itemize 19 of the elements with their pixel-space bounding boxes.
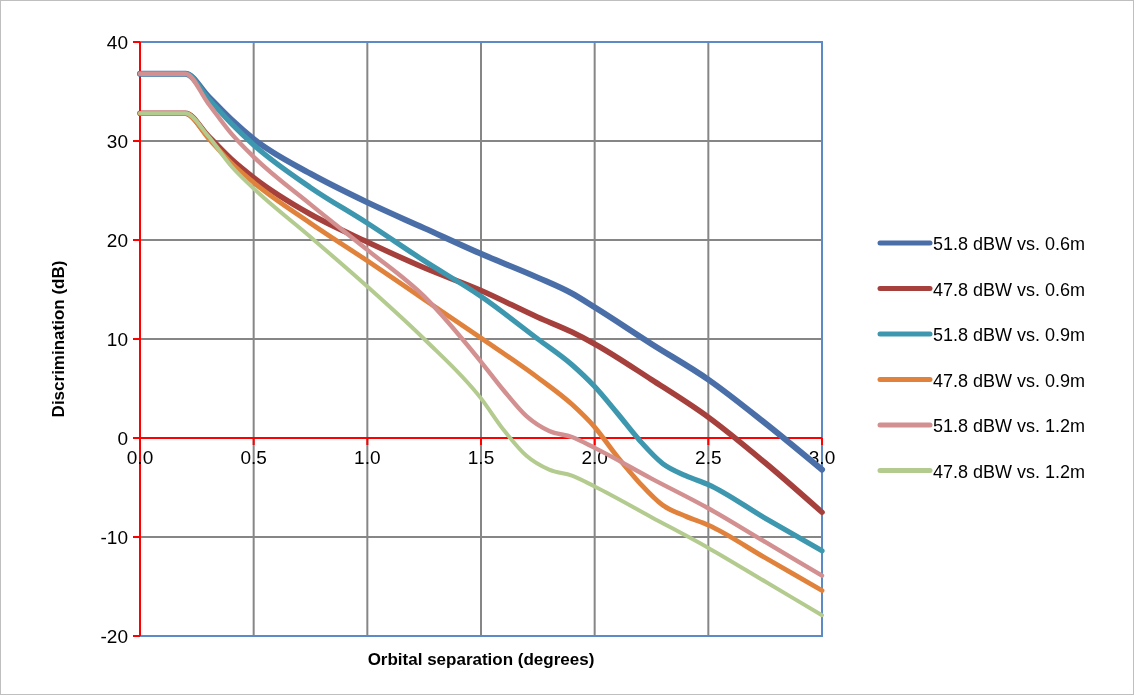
x-tick-label: 1.5	[467, 447, 495, 468]
x-tick-label: 0.5	[240, 447, 267, 468]
legend-label: 51.8 dBW vs. 0.9m	[933, 325, 1086, 345]
y-tick-label: 10	[106, 329, 128, 350]
x-tick-label: 1.0	[354, 447, 381, 468]
y-tick-label: 0	[117, 428, 128, 449]
y-tick-label: -10	[100, 527, 128, 548]
legend-label: 51.8 dBW vs. 0.6m	[933, 234, 1086, 254]
legend-label: 47.8 dBW vs. 1.2m	[933, 461, 1086, 482]
y-tick-label: 20	[106, 230, 128, 251]
y-tick-label: 40	[106, 32, 128, 53]
x-tick-label: 2.5	[695, 447, 722, 468]
legend-label: 47.8 dBW vs. 0.9m	[933, 370, 1086, 391]
x-axis-title: Orbital separation (degrees)	[367, 650, 595, 669]
legend-label: 47.8 dBW vs. 0.6m	[933, 279, 1086, 300]
y-axis-title: Discrimination (dB)	[49, 260, 68, 418]
y-tick-label: 30	[106, 131, 128, 152]
legend-label: 51.8 dBW vs. 1.2m	[933, 416, 1086, 436]
y-tick-label: -20	[100, 626, 128, 647]
